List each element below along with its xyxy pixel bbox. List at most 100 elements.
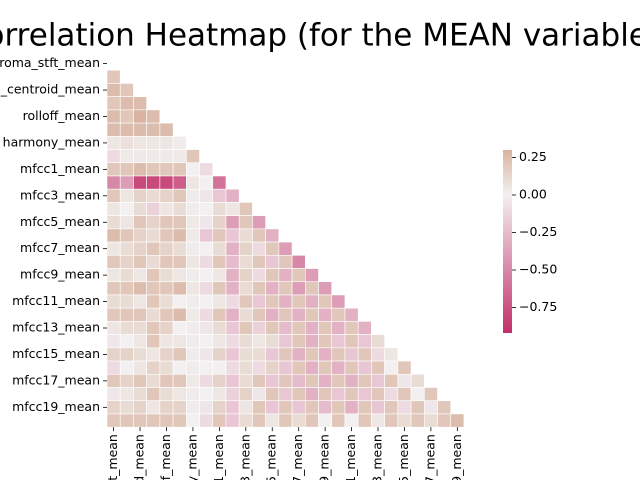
heatmap-cell: [106, 202, 121, 216]
heatmap-cell: [146, 122, 161, 137]
heatmap-cell: [357, 360, 372, 375]
heatmap-cell: [344, 413, 359, 428]
heatmap-cell: [199, 188, 214, 203]
heatmap-cell: [133, 321, 147, 335]
heatmap-cell: [172, 215, 187, 230]
heatmap-cell: [384, 373, 399, 388]
heatmap-cell: [146, 347, 161, 362]
heatmap-cell: [119, 334, 134, 349]
heatmap-cell: [278, 307, 293, 322]
x-tick-label: spectral_centroid_mean: [132, 434, 147, 480]
heatmap-cell: [291, 321, 306, 335]
heatmap-cell: [212, 413, 227, 428]
heatmap-cell: [252, 360, 266, 375]
heatmap-cell: [252, 387, 266, 402]
heatmap-cell: [384, 387, 399, 402]
heatmap-cell: [265, 228, 280, 243]
heatmap-cell: [304, 321, 319, 335]
heatmap-cell: [384, 347, 399, 362]
heatmap-cell: [357, 321, 372, 335]
heatmap-cell: [133, 373, 147, 388]
heatmap-cell: [106, 188, 121, 203]
heatmap-cell: [212, 387, 227, 402]
heatmap-cell: [199, 334, 214, 349]
heatmap-cell: [159, 268, 174, 283]
heatmap-cell: [278, 413, 293, 428]
heatmap-cell: [159, 360, 174, 375]
heatmap-cell: [291, 268, 306, 283]
heatmap-cell: [133, 122, 147, 137]
heatmap-cell: [186, 281, 200, 296]
heatmap-cell: [186, 400, 200, 415]
heatmap-cell: [186, 215, 200, 230]
heatmap-cell: [119, 136, 134, 150]
heatmap-cell: [159, 149, 174, 164]
heatmap-cell: [133, 307, 147, 322]
heatmap-cell: [146, 215, 161, 230]
heatmap-cell: [238, 228, 253, 243]
heatmap-cell: [172, 347, 187, 362]
heatmap-cell: [133, 162, 147, 177]
heatmap-cell: [437, 400, 452, 415]
x-tick-label: mfcc9_mean: [317, 434, 332, 480]
heatmap-cell: [212, 228, 227, 243]
heatmap-cell: [318, 281, 333, 296]
heatmap-cell: [410, 413, 425, 428]
heatmap-cell: [265, 400, 280, 415]
heatmap-cell: [225, 281, 240, 296]
heatmap-cell: [265, 294, 280, 309]
heatmap-cell: [159, 387, 174, 402]
heatmap-cell: [252, 307, 266, 322]
heatmap-cell: [278, 347, 293, 362]
heatmap-cell: [344, 373, 359, 388]
heatmap-cell: [186, 149, 200, 164]
heatmap-cell: [265, 307, 280, 322]
heatmap-cell: [159, 373, 174, 388]
chart-title: Correlation Heatmap (for the MEAN variab…: [0, 18, 640, 54]
heatmap-cell: [133, 149, 147, 164]
heatmap-cell: [331, 347, 346, 362]
heatmap-cell: [304, 294, 319, 309]
heatmap-cell: [212, 360, 227, 375]
heatmap-cell: [331, 400, 346, 415]
y-tick-label: mfcc1_mean: [20, 161, 100, 176]
heatmap-cell: [199, 347, 214, 362]
heatmap-cell: [106, 255, 121, 269]
heatmap-cell: [212, 373, 227, 388]
heatmap-cell: [304, 347, 319, 362]
heatmap-cell: [304, 334, 319, 349]
heatmap-cell: [119, 83, 134, 97]
heatmap-cell: [252, 255, 266, 269]
heatmap-cell: [146, 136, 161, 150]
x-tick-label: mfcc13_mean: [370, 434, 385, 480]
heatmap-cell: [304, 413, 319, 428]
heatmap-cell: [238, 387, 253, 402]
heatmap-cell: [212, 400, 227, 415]
heatmap-cell: [106, 162, 121, 177]
heatmap-cell: [106, 122, 121, 137]
y-tick-label: spectral_centroid_mean: [0, 82, 100, 97]
heatmap-cell: [133, 215, 147, 230]
heatmap-cell: [225, 334, 240, 349]
heatmap-cell: [278, 281, 293, 296]
heatmap-cell: [318, 373, 333, 388]
heatmap-cell: [106, 373, 121, 388]
heatmap-cell: [186, 202, 200, 216]
heatmap-cell: [106, 307, 121, 322]
heatmap-cell: [252, 241, 266, 256]
y-tick-label: mfcc9_mean: [20, 267, 100, 282]
heatmap-cell: [278, 373, 293, 388]
heatmap-cell: [159, 307, 174, 322]
heatmap-cell: [423, 400, 438, 415]
heatmap-cell: [304, 400, 319, 415]
y-tick-label: mfcc7_mean: [20, 240, 100, 255]
heatmap-cell: [146, 162, 161, 177]
colorbar-tick-label: 0.00: [519, 187, 547, 202]
heatmap-cell: [265, 360, 280, 375]
heatmap-cell: [384, 413, 399, 428]
heatmap-cell: [212, 294, 227, 309]
heatmap-cell: [304, 307, 319, 322]
heatmap-cell: [172, 149, 187, 164]
heatmap-cell: [212, 175, 227, 190]
heatmap-cell: [225, 413, 240, 428]
